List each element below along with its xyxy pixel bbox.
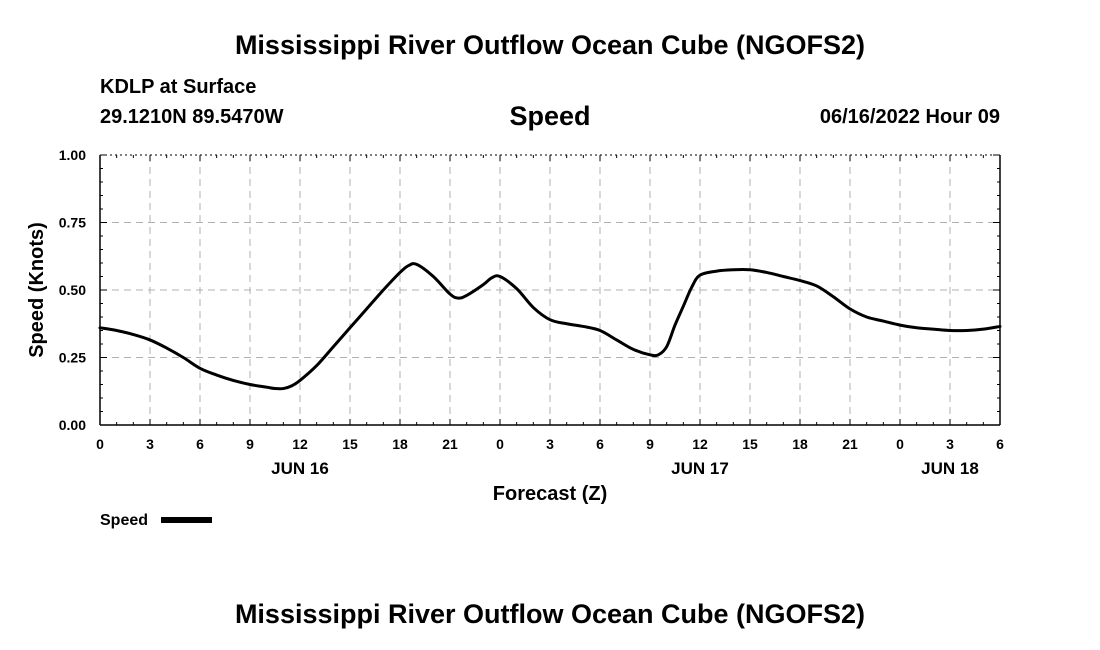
date-label: JUN 16	[271, 459, 329, 478]
forecast-datetime: 06/16/2022 Hour 09	[819, 106, 1000, 128]
y-tick-label: 0.75	[59, 215, 86, 231]
chart-variable-title: Speed	[509, 101, 591, 131]
labels-layer: 0 3 6 9 12 15 18 21 0 3 6 9 12 15 18 21 0 3 6 0.00 0.25 0.50 0…	[59, 147, 1004, 478]
x-tick-label: 21	[842, 436, 858, 452]
x-tick-label: 3	[946, 436, 954, 452]
x-tick-label: 9	[646, 436, 654, 452]
x-tick-label: 6	[196, 436, 204, 452]
x-tick-label: 6	[596, 436, 604, 452]
x-tick-label: 12	[292, 436, 308, 452]
x-tick-label: 9	[246, 436, 254, 452]
y-tick-label: 0.25	[59, 350, 86, 366]
x-tick-label: 18	[392, 436, 408, 452]
x-tick-label: 18	[792, 436, 808, 452]
y-tick-label: 1.00	[59, 147, 86, 163]
station-coordinates: 29.1210N 89.5470W	[100, 106, 284, 128]
axes-layer	[99, 154, 1001, 426]
x-tick-label: 3	[546, 436, 554, 452]
x-tick-label: 21	[442, 436, 458, 452]
footer-title: Mississippi River Outflow Ocean Cube (NG…	[234, 599, 866, 629]
x-tick-label: 6	[996, 436, 1004, 452]
x-tick-label: 15	[342, 436, 358, 452]
x-tick-label: 0	[896, 436, 904, 452]
y-axis-title: Speed (Knots)	[26, 222, 48, 358]
x-tick-label: 12	[692, 436, 708, 452]
legend-label: Speed	[100, 512, 148, 529]
chart-main-title: Mississippi River Outflow Ocean Cube (NG…	[234, 30, 866, 60]
x-tick-label: 15	[742, 436, 758, 452]
date-label: JUN 18	[921, 459, 979, 478]
series-layer	[98, 262, 1002, 391]
x-tick-label: 3	[146, 436, 154, 452]
x-tick-label: 0	[96, 436, 104, 452]
x-axis-title: Forecast (Z)	[493, 483, 607, 505]
speed-series-line	[98, 262, 1002, 391]
date-label: JUN 17	[671, 459, 729, 478]
grid-layer	[100, 154, 1000, 425]
y-tick-label: 0.50	[59, 282, 86, 298]
y-tick-label: 0.00	[59, 417, 86, 433]
x-tick-label: 0	[496, 436, 504, 452]
legend: Speed	[100, 512, 212, 529]
station-label: KDLP at Surface	[100, 76, 257, 98]
